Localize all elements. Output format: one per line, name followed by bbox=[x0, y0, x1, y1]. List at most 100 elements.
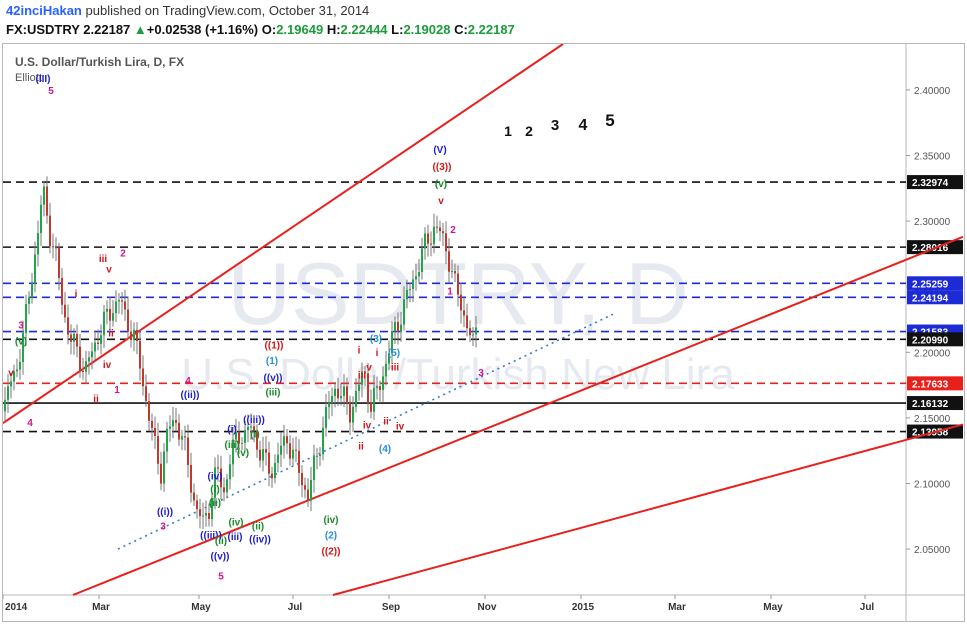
candle-body bbox=[199, 509, 201, 517]
wave-label: ii bbox=[383, 416, 389, 427]
x-tick-label: Jul bbox=[288, 602, 303, 613]
candle-body bbox=[292, 449, 294, 459]
x-tick-label: Mar bbox=[92, 602, 110, 613]
low-label: L: bbox=[391, 22, 404, 37]
candle-body bbox=[70, 334, 72, 342]
candle-body bbox=[295, 449, 297, 451]
wave-label: ((i)) bbox=[157, 507, 173, 518]
candle-body bbox=[43, 186, 45, 205]
candle-body bbox=[58, 248, 60, 278]
candle-body bbox=[427, 233, 429, 244]
candle-body bbox=[10, 381, 12, 387]
level-price-label: 2.32974 bbox=[912, 178, 949, 189]
author-link[interactable]: 42inciHakan bbox=[6, 3, 82, 18]
candle-body bbox=[385, 363, 387, 377]
candle-body bbox=[67, 317, 69, 335]
watermark-description: U.S. Dollar/Turkish New Lira bbox=[181, 350, 735, 399]
candle-body bbox=[226, 479, 228, 493]
price-chart[interactable]: USDTRY, DU.S. Dollar/Turkish New Lira2.4… bbox=[3, 44, 964, 621]
candle-body bbox=[112, 313, 114, 321]
candle-body bbox=[40, 204, 42, 234]
candle-body bbox=[304, 485, 306, 490]
candle-body bbox=[160, 463, 162, 484]
candle-body bbox=[76, 333, 78, 347]
candle-body bbox=[49, 215, 51, 247]
candle-body bbox=[208, 513, 210, 520]
candle-body bbox=[196, 500, 198, 510]
candle-body bbox=[250, 426, 252, 428]
symbol-label[interactable]: FX:USDTRY bbox=[6, 22, 80, 37]
candle-body bbox=[163, 451, 165, 484]
level-price-tag bbox=[907, 332, 963, 347]
candle-body bbox=[301, 472, 303, 486]
wave-label: (2) bbox=[325, 531, 337, 542]
candle-body bbox=[25, 303, 27, 333]
candle-body bbox=[184, 436, 186, 438]
price-change: +0.02538 (+1.16%) bbox=[146, 22, 259, 37]
candle-body bbox=[148, 401, 150, 421]
candle-body bbox=[367, 373, 369, 403]
chart-title: U.S. Dollar/Turkish Lira, D, FX bbox=[15, 55, 184, 69]
candle-body bbox=[166, 428, 168, 452]
candle-body bbox=[130, 331, 132, 341]
wave-label: iii bbox=[99, 254, 108, 265]
candle-body bbox=[463, 310, 465, 316]
wave-label: (5) bbox=[388, 348, 400, 359]
candle-body bbox=[397, 321, 399, 332]
candle-body bbox=[91, 351, 93, 358]
channel-line bbox=[72, 235, 964, 596]
candle-body bbox=[379, 386, 381, 391]
candle-body bbox=[373, 387, 375, 412]
candle-body bbox=[454, 271, 456, 274]
candle-body bbox=[100, 335, 102, 344]
level-price-tag bbox=[907, 396, 963, 411]
level-price-tag bbox=[907, 290, 963, 305]
candle-body bbox=[337, 388, 339, 399]
y-tick-label: 2.10000 bbox=[914, 479, 951, 490]
candle-body bbox=[361, 371, 363, 385]
candle-body bbox=[223, 487, 225, 493]
candle-body bbox=[220, 468, 222, 488]
candle-body bbox=[322, 427, 324, 455]
candle-body bbox=[172, 420, 174, 427]
candle-body bbox=[286, 436, 288, 444]
wave-label: v bbox=[8, 368, 14, 379]
candle-body bbox=[151, 420, 153, 428]
candle-body bbox=[64, 304, 66, 318]
wave-label: 4 bbox=[185, 376, 191, 387]
level-price-label: 2.17633 bbox=[912, 379, 949, 390]
y-tick-label: 2.20000 bbox=[914, 348, 951, 359]
candle-body bbox=[142, 368, 144, 387]
candle-body bbox=[241, 442, 243, 444]
candle-body bbox=[121, 300, 123, 302]
channel-line bbox=[3, 44, 564, 424]
open-value: 2.19649 bbox=[276, 22, 324, 37]
candle-body bbox=[55, 247, 57, 249]
candle-body bbox=[391, 331, 393, 354]
wave-label: (iv) bbox=[229, 517, 244, 528]
candle-body bbox=[115, 301, 117, 314]
chart-frame[interactable]: USDTRY, D U.S. Dollar/Turkish New Lira 2.4… bbox=[2, 43, 965, 622]
high-value: 2.22444 bbox=[340, 22, 388, 37]
y-tick-label: 2.15000 bbox=[914, 414, 951, 425]
wave-label: ((3)) bbox=[433, 162, 452, 173]
candle-body bbox=[409, 289, 411, 291]
candle-body bbox=[355, 391, 357, 407]
candle-body bbox=[262, 449, 264, 461]
wave-label: (iv) bbox=[208, 472, 223, 483]
high-label: H: bbox=[326, 22, 341, 37]
wave-label: (4) bbox=[379, 444, 391, 455]
wave-label: ((iii)) bbox=[243, 415, 265, 426]
candle-body bbox=[85, 361, 87, 372]
wave-label: 2 bbox=[120, 249, 126, 260]
candle-body bbox=[61, 277, 63, 305]
candle-body bbox=[256, 430, 258, 450]
candle-body bbox=[331, 396, 333, 404]
wave-label: (III) bbox=[36, 74, 51, 85]
candle-body bbox=[7, 386, 9, 400]
candle-body bbox=[133, 329, 135, 341]
y-tick-label: 2.30000 bbox=[914, 217, 951, 228]
open-label: O: bbox=[261, 22, 277, 37]
wave-label: (iv) bbox=[324, 515, 339, 526]
candle-body bbox=[403, 299, 405, 325]
